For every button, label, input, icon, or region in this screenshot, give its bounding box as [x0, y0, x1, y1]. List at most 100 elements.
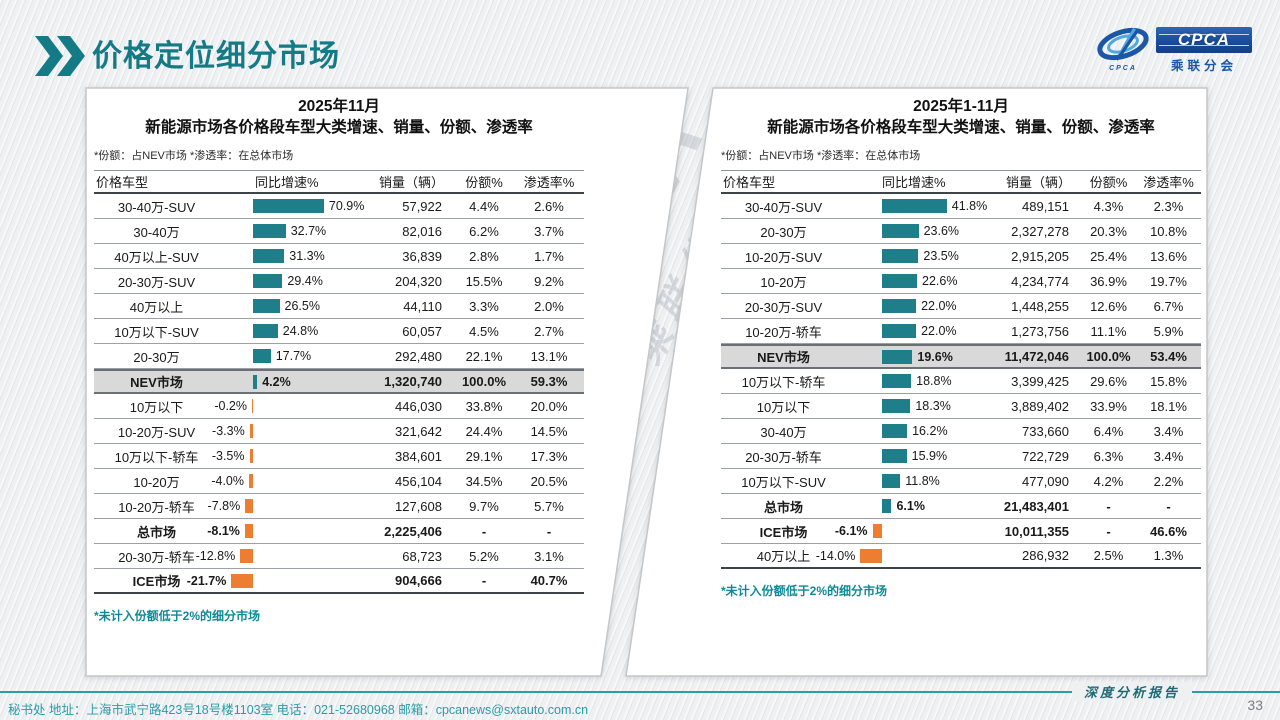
row-name: 20-30万-轿车	[118, 549, 195, 565]
table-row: 30-40万 16.2% 733,660 6.4% 3.4%	[721, 419, 1201, 444]
growth-bar-cell: -14.0%	[816, 544, 996, 567]
growth-bar	[252, 399, 253, 413]
growth-label: 23.6%	[923, 224, 960, 238]
growth-label: 17.7%	[275, 349, 312, 363]
growth-bar-cell: 41.8%	[846, 194, 996, 218]
growth-bar	[253, 349, 271, 363]
footer-contact: 秘书处 地址：上海市武宁路423号18号楼1103室 电话：021-526809…	[8, 703, 589, 717]
penetration-value: 3.7%	[534, 223, 564, 239]
emblem-subtext: CPCA	[1109, 65, 1137, 72]
share-value: 22.1%	[465, 348, 503, 364]
growth-label: -3.3%	[212, 424, 245, 438]
sales-value: 2,915,205	[1011, 248, 1069, 264]
sales-value: 384,601	[395, 448, 442, 464]
share-value: 25.4%	[1090, 248, 1127, 264]
sales-value: 1,320,740	[384, 374, 442, 389]
sales-value: 733,660	[1022, 423, 1069, 439]
table-row: 40万以上-SUV 31.3% 36,839 2.8% 1.7%	[94, 244, 584, 269]
growth-bar	[249, 424, 253, 438]
sales-value: 286,932	[1022, 548, 1069, 563]
growth-bar-cell: 18.8%	[846, 369, 996, 393]
logo-org-text: 乘联分会	[1170, 59, 1237, 73]
share-value: -	[1106, 498, 1111, 514]
sales-value: 456,104	[395, 473, 442, 489]
penetration-value: 2.7%	[534, 323, 564, 339]
right-title-line1: 2025年1-11月	[913, 98, 1009, 115]
growth-bar-cell: 23.6%	[846, 219, 996, 243]
growth-bar-cell: -4.0%	[211, 469, 369, 493]
row-name: 10-20万-轿车	[745, 324, 822, 340]
table-row: 20-30万-SUV 29.4% 204,320 15.5% 9.2%	[94, 269, 584, 294]
penetration-value: 2.0%	[534, 298, 564, 314]
growth-bar	[253, 199, 324, 213]
row-name: 20-30万-SUV	[117, 274, 196, 290]
penetration-value: 3.4%	[1153, 423, 1184, 439]
table-row: 20-30万 17.7% 292,480 22.1% 13.1%	[94, 344, 584, 369]
penetration-value: 20.5%	[530, 473, 568, 489]
table-row: 10万以下 -0.2% 446,030 33.8% 20.0%	[94, 394, 584, 419]
column-header: 销量（辆）	[378, 175, 444, 190]
growth-bar-cell: 22.0%	[846, 294, 996, 318]
column-header: 渗透率%	[523, 175, 575, 190]
growth-bar-cell: 22.0%	[846, 319, 996, 343]
share-value: 5.2%	[469, 548, 499, 564]
column-header: 价格车型	[723, 175, 776, 190]
growth-bar	[231, 573, 253, 588]
penetration-value: 40.7%	[530, 573, 568, 588]
growth-label: 29.4%	[287, 274, 323, 288]
penetration-value: 5.7%	[534, 498, 564, 514]
growth-label: -8.1%	[207, 524, 240, 538]
row-name: 30-40万	[760, 424, 807, 440]
table-row: 20-30万-轿车 15.9% 722,729 6.3% 3.4%	[721, 444, 1201, 469]
cpca-emblem-icon: CPCA	[1095, 27, 1151, 72]
growth-label: 70.9%	[328, 199, 365, 213]
double-chevron-icon	[35, 36, 85, 76]
share-value: 34.5%	[465, 473, 503, 489]
share-value: 9.7%	[469, 498, 499, 514]
penetration-value: 9.2%	[534, 273, 564, 289]
column-header: 同比增速%	[255, 175, 319, 190]
table-row: 30-40万-SUV 41.8% 489,151 4.3% 2.3%	[721, 194, 1201, 219]
sales-value: 127,608	[395, 498, 442, 514]
row-name: 10-20万	[133, 474, 180, 490]
column-header: 份额%	[465, 175, 503, 190]
row-name: 10-20万-SUV	[744, 249, 823, 265]
growth-bar	[882, 449, 907, 463]
column-header: 同比增速%	[882, 175, 946, 190]
growth-bar-cell: 29.4%	[219, 269, 369, 293]
sales-value: 2,225,406	[384, 523, 442, 539]
growth-bar-cell: 16.2%	[846, 419, 996, 443]
penetration-value: -	[546, 523, 552, 539]
row-name: ICE市场	[132, 574, 181, 589]
growth-bar	[872, 524, 882, 538]
row-name: 20-30万-SUV	[744, 299, 823, 315]
right-title-line2: 新能源市场各价格段车型大类增速、销量、份额、渗透率	[767, 119, 1155, 136]
penetration-value: 13.1%	[530, 348, 568, 364]
row-name: 20-30万	[133, 349, 180, 365]
right-panel-note: *份额：占NEV市场 *渗透率：在总体市场	[721, 150, 921, 162]
right-panel-shape	[625, 87, 1208, 677]
row-name: 10万以下-轿车	[114, 449, 199, 465]
table-row: 10-20万-轿车 -7.8% 127,608 9.7% 5.7%	[94, 494, 584, 519]
growth-label: 22.0%	[921, 299, 957, 313]
sales-value: 82,016	[402, 223, 442, 239]
growth-label: -0.2%	[214, 399, 247, 413]
growth-bar-cell: 19.6%	[846, 346, 996, 367]
growth-bar	[249, 474, 253, 488]
logo-text-block: CPCA 乘联分会	[1156, 27, 1252, 74]
growth-bar	[253, 249, 285, 263]
growth-bar-cell: 11.8%	[846, 469, 996, 493]
growth-bar-cell: 23.5%	[846, 244, 996, 268]
table-row: 10-20万 22.6% 4,234,774 36.9% 19.7%	[721, 269, 1201, 294]
growth-label: 23.5%	[923, 249, 959, 263]
growth-bar	[860, 548, 882, 563]
sales-value: 21,483,401	[1003, 498, 1069, 514]
share-value: 33.9%	[1090, 398, 1127, 414]
penetration-value: 2.3%	[1153, 198, 1184, 214]
growth-bar	[253, 299, 280, 313]
table-row: 10-20万-轿车 22.0% 1,273,756 11.1% 5.9%	[721, 319, 1201, 344]
sales-value: 10,011,355	[1004, 523, 1069, 539]
row-name: 20-30万	[760, 224, 807, 240]
left-table-header: 价格车型 同比增速% 销量（辆） 份额% 渗透率%	[94, 170, 584, 194]
penetration-value: 13.6%	[1150, 248, 1187, 264]
